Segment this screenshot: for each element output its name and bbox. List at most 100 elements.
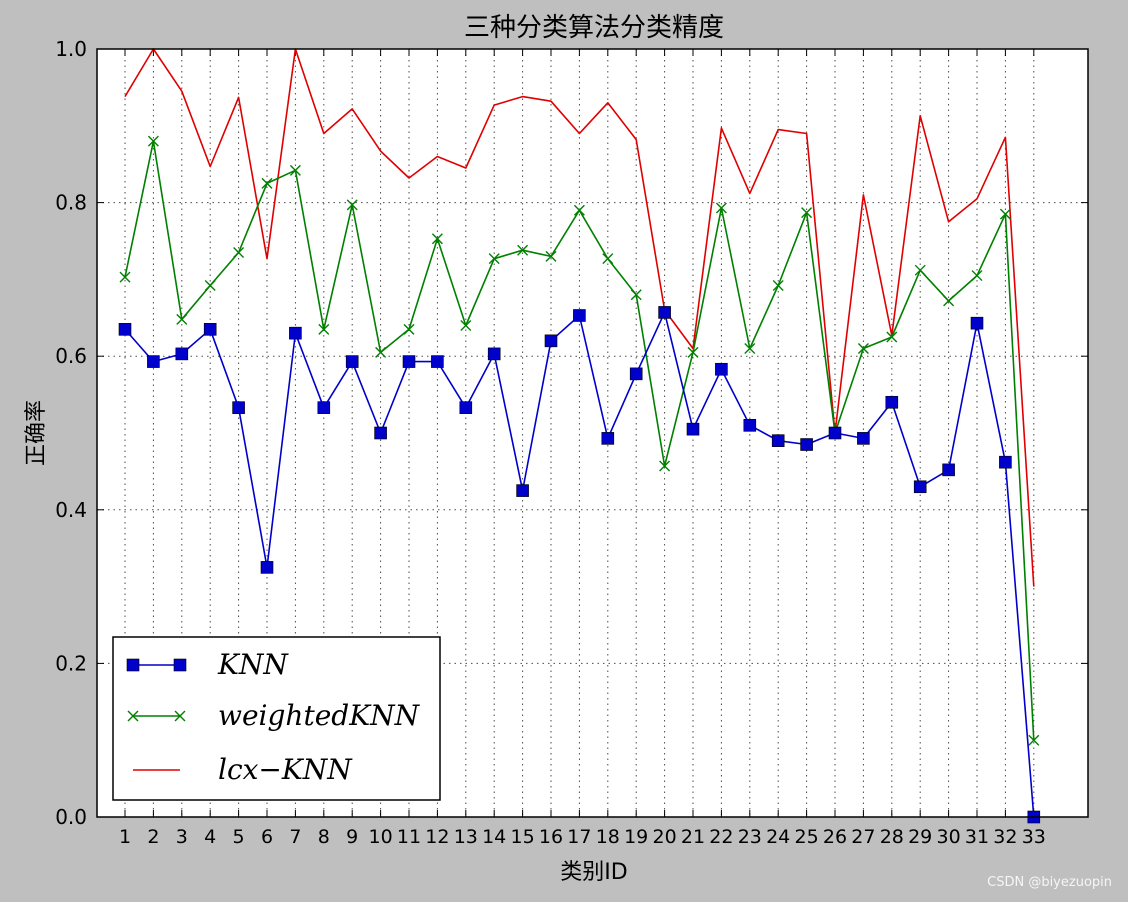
y-tick-label: 0.4 (55, 498, 87, 522)
x-tick-label: 26 (823, 826, 847, 848)
knn-point-marker (771, 434, 785, 447)
x-marker-stroke (346, 199, 358, 211)
knn-point-marker (913, 480, 927, 494)
x-marker-stroke (176, 313, 188, 325)
y-tick-label: 0.2 (55, 651, 87, 675)
knn-point-marker (999, 455, 1012, 469)
weightedknn-point-marker (346, 199, 358, 211)
x-tick-label: 33 (1022, 826, 1046, 848)
knn-point-marker (289, 326, 302, 340)
x-tick-label: 10 (369, 826, 393, 848)
weightedknn-point-marker (233, 247, 245, 259)
x-tick-label: 29 (908, 826, 932, 848)
x-tick-label: 24 (766, 826, 790, 848)
weightedknn-point-marker (460, 319, 472, 331)
weightedknn-point-marker (1028, 734, 1040, 746)
watermark-text: CSDN @biyezuopin (987, 875, 1112, 890)
knn-point-marker (345, 355, 359, 368)
x-tick-label: 1 (119, 826, 131, 848)
x-tick-label: 25 (795, 826, 819, 848)
x-marker-stroke (147, 135, 159, 147)
weightedknn-point-marker (943, 295, 955, 307)
x-tick-label: 23 (738, 826, 762, 848)
x-marker-stroke (1028, 734, 1040, 746)
weightedknn-point-marker (886, 331, 898, 343)
knn-point-marker (715, 362, 728, 376)
x-marker-stroke (375, 346, 387, 358)
weightedknn-point-marker (999, 208, 1011, 220)
x-marker-stroke (630, 289, 642, 301)
x-marker-stroke (914, 264, 926, 276)
x-axis-label: 类别ID (560, 860, 627, 885)
x-tick-label: 28 (880, 826, 904, 848)
knn-point-marker (431, 355, 444, 368)
x-marker-stroke (403, 323, 415, 335)
knn-point-marker (743, 419, 757, 432)
x-tick-label: 5 (233, 826, 245, 848)
y-tick-label: 0.0 (55, 805, 87, 829)
x-marker-stroke (488, 253, 500, 265)
weightedknn-point-marker (573, 204, 585, 216)
x-tick-label: 12 (425, 826, 449, 848)
knn-point-marker (970, 316, 984, 330)
x-tick-label: 3 (176, 826, 188, 848)
knn-point-marker (629, 367, 643, 381)
knn-point-marker (885, 395, 899, 409)
weightedknn-point-marker (914, 264, 926, 276)
x-marker-stroke (119, 271, 131, 283)
y-tick-label: 1.0 (55, 37, 87, 61)
legend-label: weightedKNN (218, 699, 421, 732)
x-tick-label: 13 (454, 826, 478, 848)
x-marker-stroke (289, 164, 301, 176)
x-marker-stroke (204, 280, 216, 292)
x-marker-stroke (971, 270, 983, 282)
weightedknn-point-marker (545, 250, 557, 262)
x-marker-stroke (318, 323, 330, 335)
weightedknn-point-marker (857, 343, 869, 355)
legend-label: lcx−KNN (218, 753, 353, 786)
x-marker-stroke (602, 253, 614, 265)
x-tick-label: 31 (965, 826, 989, 848)
weightedknn-point-marker (687, 346, 699, 358)
knn-point-marker (942, 463, 955, 477)
x-tick-label: 7 (289, 826, 301, 848)
x-marker-stroke (659, 460, 671, 472)
knn-point-marker (175, 347, 189, 361)
legend-marker (127, 710, 139, 722)
knn-point-marker (487, 347, 501, 361)
x-tick-label: 6 (261, 826, 273, 848)
series-line-lcxknn (124, 48, 1035, 587)
legend-marker (126, 658, 140, 672)
knn-point-marker (857, 432, 870, 445)
knn-point-marker (573, 309, 586, 322)
knn-point-marker (147, 355, 160, 368)
x-tick-label: 14 (482, 826, 506, 848)
knn-point-marker (658, 306, 671, 319)
x-marker-stroke (517, 244, 529, 256)
x-marker-stroke (999, 208, 1011, 220)
x-marker-stroke (801, 207, 813, 219)
x-marker-stroke (744, 343, 756, 355)
weightedknn-point-marker (971, 270, 983, 282)
x-marker-stroke (772, 280, 784, 292)
legend-marker (173, 658, 187, 672)
weightedknn-point-marker (147, 135, 159, 147)
knn-point-marker (601, 432, 615, 445)
x-tick-label: 32 (993, 826, 1017, 848)
weightedknn-point-marker (659, 460, 671, 472)
knn-point-marker (118, 323, 132, 336)
x-marker-stroke (233, 247, 245, 259)
y-tick-label: 0.6 (55, 344, 87, 368)
weightedknn-point-marker (204, 280, 216, 292)
weightedknn-point-marker (772, 280, 784, 292)
knn-point-marker (828, 426, 842, 440)
weightedknn-point-marker (801, 207, 813, 219)
x-tick-label: 9 (346, 826, 358, 848)
x-marker-stroke (431, 233, 443, 245)
y-axis-label: 正确率 (24, 400, 49, 466)
x-marker-stroke (261, 177, 273, 189)
x-tick-label: 16 (539, 826, 563, 848)
plot-frame (96, 48, 1089, 818)
chart-title: 三种分类算法分类精度 (464, 13, 724, 43)
